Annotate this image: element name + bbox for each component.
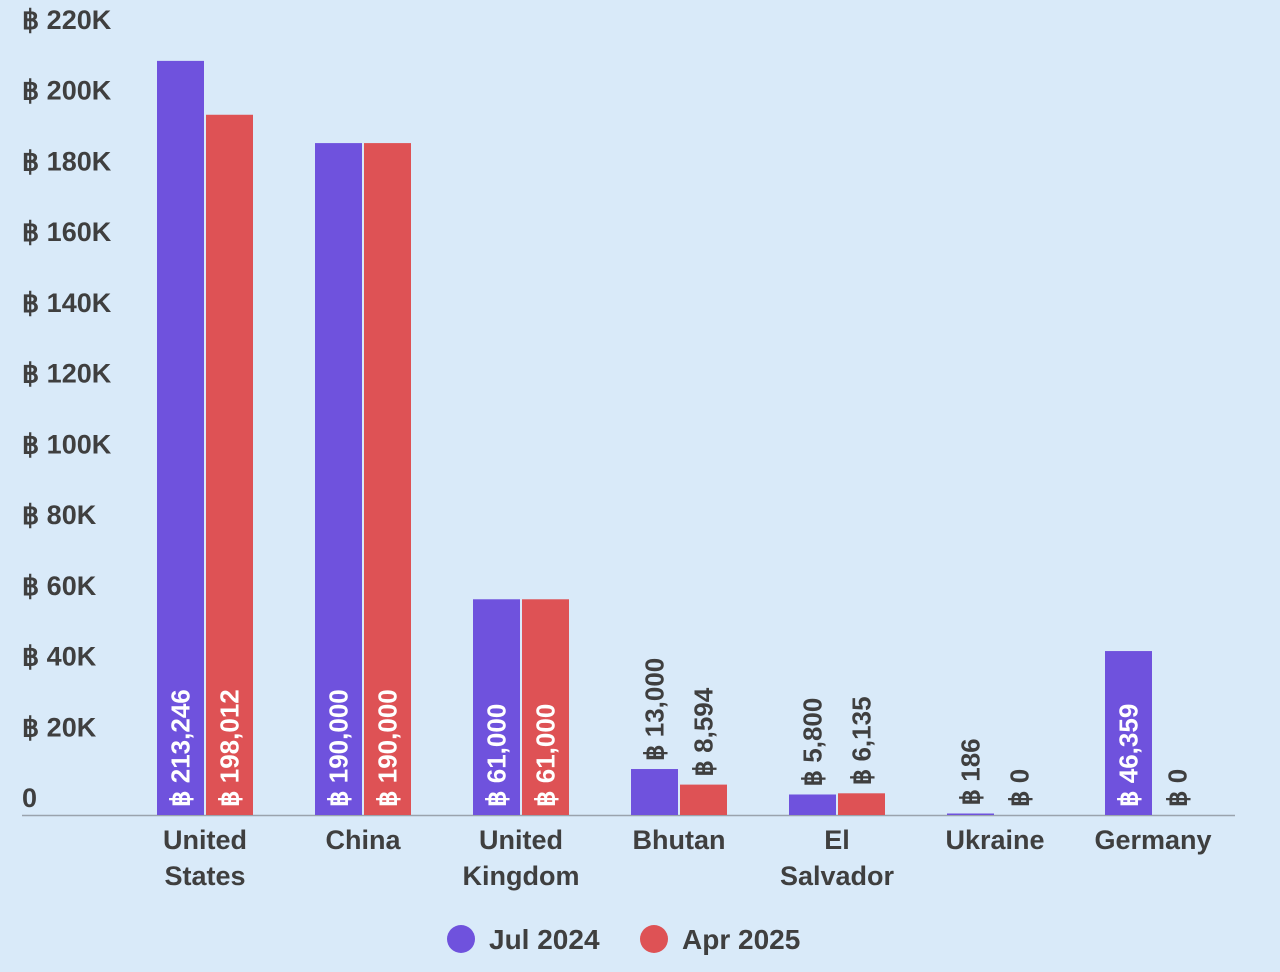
data-label: ฿ 13,000 bbox=[640, 658, 670, 761]
x-tick-label: El Salvador bbox=[780, 825, 895, 891]
data-label: ฿ 0 bbox=[1005, 769, 1035, 807]
bar-jul-2024-el-salvador bbox=[789, 794, 836, 815]
y-tick-label: ฿ 20K bbox=[22, 712, 97, 742]
bar-apr-2025-united-kingdom bbox=[522, 599, 569, 815]
legend-swatch-apr-2025 bbox=[640, 925, 668, 953]
y-tick-label: ฿ 40K bbox=[22, 642, 97, 672]
data-label: ฿ 198,012 bbox=[215, 689, 245, 807]
bar-apr-2025-united-states bbox=[206, 114, 253, 815]
y-tick-label: 0 bbox=[22, 783, 37, 813]
y-tick-label: ฿ 160K bbox=[22, 217, 112, 247]
data-label: ฿ 8,594 bbox=[689, 687, 719, 776]
bar-jul-2024-united-states bbox=[157, 60, 204, 816]
legend-swatch-jul-2024 bbox=[447, 925, 475, 953]
bar-jul-2024-united-kingdom bbox=[473, 599, 520, 815]
y-tick-label: ฿ 60K bbox=[22, 571, 97, 601]
y-tick-label: ฿ 220K bbox=[22, 5, 112, 35]
data-label: ฿ 213,246 bbox=[166, 689, 196, 807]
x-tick-label: United Kingdom bbox=[463, 825, 580, 891]
bar-apr-2025-china bbox=[364, 143, 411, 815]
data-label: ฿ 5,800 bbox=[798, 698, 828, 787]
x-tick-label: Germany bbox=[1094, 825, 1211, 855]
legend-label-apr-2025: Apr 2025 bbox=[682, 924, 800, 955]
data-label: ฿ 0 bbox=[1163, 769, 1193, 807]
data-label: ฿ 190,000 bbox=[324, 689, 354, 807]
data-label: ฿ 46,359 bbox=[1114, 704, 1144, 807]
data-label: ฿ 61,000 bbox=[482, 704, 512, 807]
y-tick-label: ฿ 120K bbox=[22, 359, 112, 389]
y-tick-label: ฿ 140K bbox=[22, 288, 112, 318]
bar-apr-2025-el-salvador bbox=[838, 793, 885, 815]
data-label: ฿ 61,000 bbox=[531, 704, 561, 807]
x-tick-label: United States bbox=[163, 825, 247, 891]
legend-label-jul-2024: Jul 2024 bbox=[489, 924, 600, 955]
data-label: ฿ 6,135 bbox=[847, 696, 877, 785]
bar-jul-2024-bhutan bbox=[631, 769, 678, 815]
data-label: ฿ 186 bbox=[956, 738, 986, 805]
bar-jul-2024-ukraine bbox=[947, 813, 994, 815]
y-tick-label: ฿ 200K bbox=[22, 76, 112, 106]
y-tick-label: ฿ 100K bbox=[22, 429, 112, 459]
bar-apr-2025-bhutan bbox=[680, 784, 727, 815]
x-tick-label: Ukraine bbox=[945, 825, 1044, 855]
y-tick-label: ฿ 180K bbox=[22, 146, 112, 176]
x-tick-label: China bbox=[325, 825, 401, 855]
bar-jul-2024-germany bbox=[1105, 651, 1152, 815]
data-label: ฿ 190,000 bbox=[373, 689, 403, 807]
legend: Jul 2024 Apr 2025 bbox=[447, 924, 800, 955]
y-tick-label: ฿ 80K bbox=[22, 500, 97, 530]
x-tick-label: Bhutan bbox=[633, 825, 726, 855]
bar-jul-2024-china bbox=[315, 143, 362, 815]
